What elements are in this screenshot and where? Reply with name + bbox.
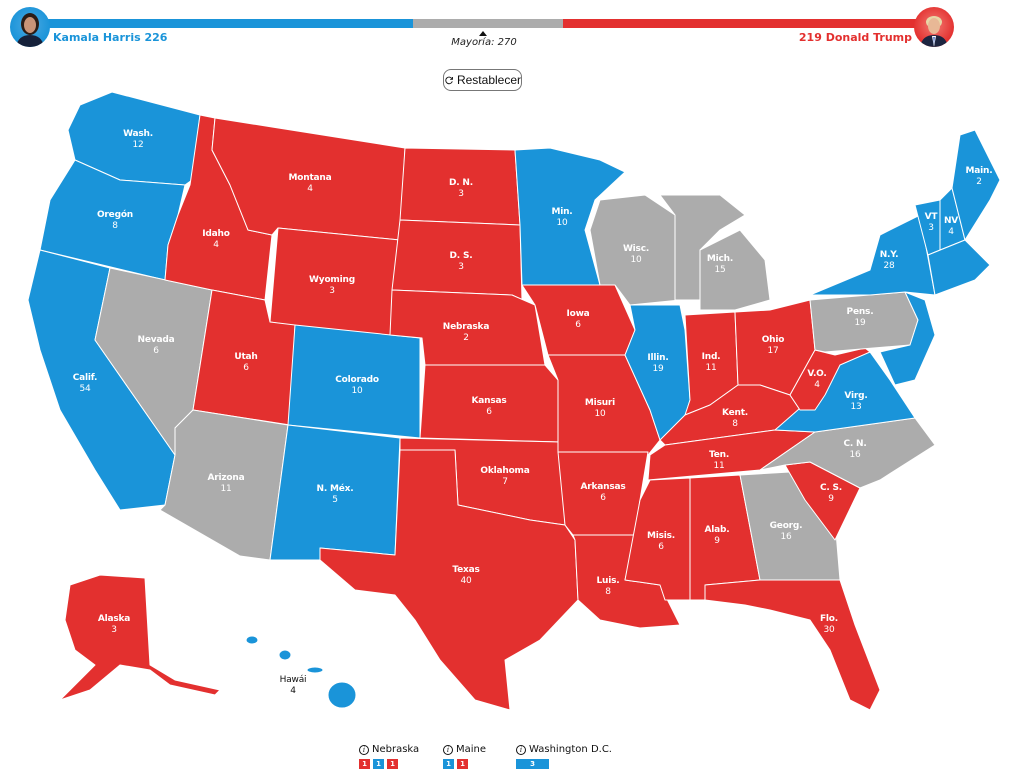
legend-maine[interactable]: i Maine 1 1 xyxy=(443,744,486,769)
electoral-vote-header: Kamala Harris 226 219 Donald Trump Mayor… xyxy=(0,0,1027,60)
state-MI-lower[interactable] xyxy=(699,229,771,311)
legend-dc-label: Washington D.C. xyxy=(529,744,612,755)
harris-avatar xyxy=(10,7,50,47)
legend-nebraska-label: Nebraska xyxy=(372,744,420,755)
info-icon[interactable]: i xyxy=(516,744,526,755)
legend-maine-label: Maine xyxy=(456,744,487,755)
state-WY[interactable] xyxy=(269,227,401,341)
state-SD[interactable] xyxy=(391,219,523,301)
state-NY[interactable] xyxy=(809,214,936,296)
state-NM[interactable] xyxy=(269,424,401,561)
state-FL[interactable] xyxy=(704,579,881,711)
refresh-icon xyxy=(445,76,453,84)
majority-marker-icon xyxy=(479,31,487,36)
district-chip: 1 xyxy=(443,759,454,769)
district-chip: 3 xyxy=(516,759,549,769)
legend-nebraska-chips: 1 1 1 xyxy=(359,759,419,769)
state-MN[interactable] xyxy=(514,147,626,286)
state-TX[interactable] xyxy=(319,449,579,711)
state-HI[interactable] xyxy=(245,635,357,709)
trump-votes-bar xyxy=(563,19,918,28)
district-chip: 1 xyxy=(387,759,398,769)
state-AR[interactable] xyxy=(557,451,649,536)
state-AZ[interactable] xyxy=(159,409,289,561)
state-AK[interactable] xyxy=(59,574,221,701)
person-icon xyxy=(16,13,44,47)
district-chip: 1 xyxy=(359,759,370,769)
reset-button-label: Restablecer xyxy=(456,73,521,87)
majority-label: Mayoría: 270 xyxy=(451,37,517,48)
district-chip: 1 xyxy=(457,759,468,769)
reset-button[interactable]: Restablecer xyxy=(443,69,522,91)
state-KS[interactable] xyxy=(419,364,561,443)
state-MD-DE-NJ[interactable] xyxy=(879,291,936,386)
person-icon xyxy=(920,16,948,47)
state-MA-CT-RI[interactable] xyxy=(927,239,991,296)
split-states-legend: i Nebraska 1 1 1 i Maine 1 1 i Washington D… xyxy=(0,744,1027,773)
state-PA[interactable] xyxy=(809,291,919,353)
state-NC[interactable] xyxy=(759,417,936,489)
legend-dc-chips: 3 xyxy=(516,759,612,769)
tossup-votes-bar xyxy=(413,19,563,28)
trump-avatar xyxy=(914,7,954,47)
info-icon[interactable]: i xyxy=(443,744,453,755)
harris-votes-bar xyxy=(46,19,413,28)
trump-name-label: 219 Donald Trump xyxy=(798,31,912,44)
legend-maine-chips: 1 1 xyxy=(443,759,486,769)
legend-dc[interactable]: i Washington D.C. 3 xyxy=(516,744,612,769)
info-icon[interactable]: i xyxy=(359,744,369,755)
harris-name-label: Kamala Harris 226 xyxy=(53,31,168,44)
state-CO[interactable] xyxy=(287,324,421,439)
state-ND[interactable] xyxy=(399,147,521,226)
district-chip: 1 xyxy=(373,759,384,769)
legend-nebraska[interactable]: i Nebraska 1 1 1 xyxy=(359,744,419,769)
